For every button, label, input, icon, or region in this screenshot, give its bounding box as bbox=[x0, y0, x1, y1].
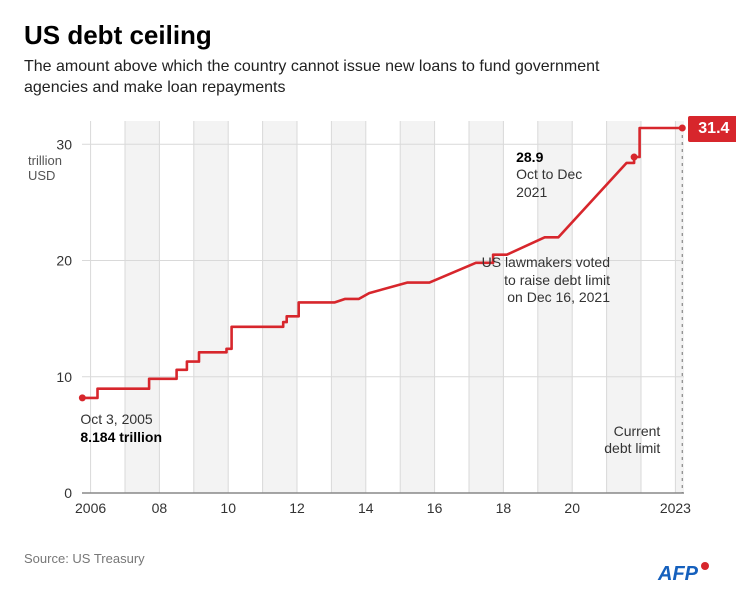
svg-text:08: 08 bbox=[152, 500, 168, 516]
chart-subtitle: The amount above which the country canno… bbox=[24, 57, 664, 99]
annotation-2021-point: 28.9 Oct to Dec 2021 bbox=[516, 149, 582, 202]
svg-text:16: 16 bbox=[427, 500, 443, 516]
svg-text:2006: 2006 bbox=[75, 500, 106, 516]
annotation-current-limit: Current debt limit bbox=[604, 423, 660, 458]
ann-start-date: Oct 3, 2005 bbox=[80, 411, 152, 427]
svg-text:18: 18 bbox=[496, 500, 512, 516]
ann-cur-l1: Current bbox=[614, 423, 661, 439]
ann-vote-l2: to raise debt limit bbox=[504, 272, 610, 288]
ann-vote-l1: US lawmakers voted bbox=[482, 254, 610, 270]
svg-text:30: 30 bbox=[56, 136, 72, 152]
annotation-start-point: Oct 3, 2005 8.184 trillion bbox=[80, 411, 162, 446]
ann-cur-l2: debt limit bbox=[604, 440, 660, 456]
svg-text:2023: 2023 bbox=[660, 500, 691, 516]
current-value-badge: 31.4 bbox=[688, 116, 736, 142]
logo-text: AFP bbox=[657, 563, 699, 585]
svg-text:12: 12 bbox=[289, 500, 305, 516]
svg-text:10: 10 bbox=[56, 368, 72, 384]
ann-vote-l3: on Dec 16, 2021 bbox=[507, 289, 610, 305]
svg-text:14: 14 bbox=[358, 500, 374, 516]
ann-start-value: 8.184 trillion bbox=[80, 429, 162, 445]
y-unit-line2: USD bbox=[28, 168, 55, 183]
svg-text:20: 20 bbox=[56, 252, 72, 268]
ann-mid-value: 28.9 bbox=[516, 149, 543, 165]
chart-container: US debt ceiling The amount above which t… bbox=[0, 0, 736, 605]
svg-text:0: 0 bbox=[64, 485, 72, 501]
logo-dot-icon bbox=[701, 562, 709, 570]
afp-logo: AFP bbox=[642, 558, 712, 593]
ann-mid-l2: Oct to Dec bbox=[516, 166, 582, 182]
badge-value: 31.4 bbox=[698, 120, 729, 137]
y-unit-line1: trillion bbox=[28, 153, 62, 168]
chart-title: US debt ceiling bbox=[24, 20, 712, 51]
annotation-vote: US lawmakers voted to raise debt limit o… bbox=[482, 254, 610, 307]
chart-plot-area: 0 10 20 30 2006 08 10 12 14 16 18 20 2023 trillion U… bbox=[24, 113, 712, 533]
ann-mid-l3: 2021 bbox=[516, 184, 547, 200]
y-axis-unit-label: trillion USD bbox=[28, 154, 62, 184]
svg-text:20: 20 bbox=[564, 500, 580, 516]
chart-source: Source: US Treasury bbox=[24, 551, 712, 566]
svg-text:10: 10 bbox=[220, 500, 236, 516]
chart-svg: 0 10 20 30 2006 08 10 12 14 16 18 20 2023 bbox=[24, 113, 712, 533]
